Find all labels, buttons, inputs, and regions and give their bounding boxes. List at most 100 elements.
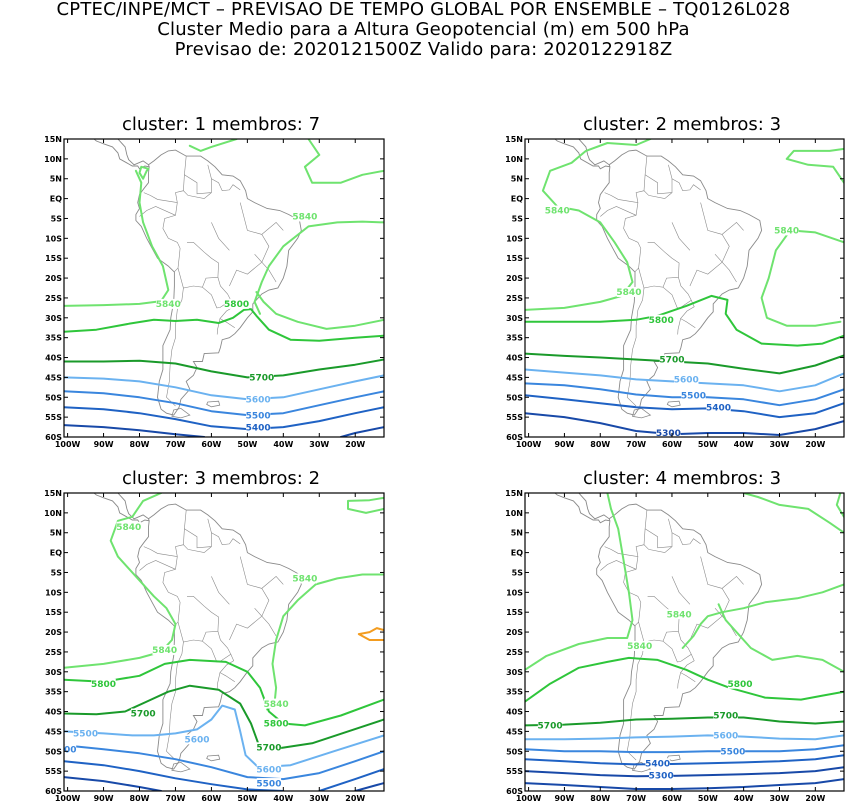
contour-5840 [138,165,150,180]
coastline [554,139,763,419]
contour-5840 [303,139,384,184]
contour-5400 [64,406,384,431]
lat-tick-label: EQ [50,549,62,558]
lon-tick-label: 100W [516,440,542,449]
lon-tick-label: 60W [201,794,221,803]
lat-tick-label: 45S [45,727,62,736]
lat-tick-label: 55S [506,767,523,776]
lat-tick-label: 15N [44,135,62,144]
lat-tick-label: 5N [50,529,62,538]
lon-tick-label: 70W [165,440,185,449]
lat-tick-label: 35S [45,688,62,697]
lat-tick-label: 10S [506,234,523,243]
contour-5840 [64,169,170,307]
lat-tick-label: 60S [45,433,62,442]
contour-label: 5400 [645,759,670,769]
contour-5840 [255,291,384,330]
contour-label: 5500 [73,730,98,740]
contour-label: 5840 [264,700,289,710]
contour-5840 [717,603,844,673]
lat-tick-label: 55S [506,413,523,422]
contour-label: 5400 [51,745,76,755]
lat-tick-label: 60S [45,787,62,796]
contour-label: 5840 [152,646,177,656]
lon-tick-label: 70W [165,794,185,803]
lat-tick-label: 5S [512,214,524,223]
contour-label: 5700 [131,710,156,720]
contour-5700 [64,684,384,751]
lat-tick-label: 10N [44,509,62,518]
contour-label: 5700 [659,356,684,366]
map-frame [524,138,845,438]
map-frame [63,138,385,438]
lon-tick-label: 100W [55,794,81,803]
contours [525,493,844,790]
contour-label: 5800 [91,680,116,690]
lat-tick-label: 5N [511,529,523,538]
lat-tick-label: 25S [45,294,62,303]
lat-tick-label: 55S [45,767,62,776]
coastline [554,493,763,773]
lon-tick-label: 70W [626,440,646,449]
contour-5300 [64,424,206,437]
contour-5840 [347,496,384,514]
panel-4-title: cluster: 4 membros: 3 [582,468,782,489]
lon-tick-label: 40W [273,440,293,449]
contour-label: 5840 [545,207,570,217]
contour-5300 [525,412,844,436]
contour-5500 [64,390,384,417]
contour-5840 [253,220,384,315]
lat-tick-label: 40S [506,354,523,363]
contour-label: 5400 [706,403,731,413]
panel-3-title: cluster: 3 membros: 2 [121,468,321,489]
contour-5900 [357,627,384,641]
lon-tick-label: 20W [345,794,365,803]
contour-5800 [64,658,384,727]
contour-5400 [525,754,844,766]
figure-header: CPTEC/INPE/MCT – PREVISAO DE TEMPO GLOBA… [0,0,847,60]
contour-5840 [64,493,177,669]
contour-5800 [64,308,384,342]
lat-tick-label: 15S [506,254,523,263]
contour-5700 [525,716,844,727]
lon-tick-label: 100W [55,440,81,449]
lat-tick-label: 40S [506,708,523,717]
contour-5840 [760,229,844,327]
lat-tick-label: 15S [506,608,523,617]
contour-5300 [339,426,384,437]
contour-label: 5800 [264,720,289,730]
lat-tick-label: 50S [45,747,62,756]
lat-tick-label: 10S [45,588,62,597]
lat-tick-label: 35S [506,334,523,343]
lat-tick-label: 60S [506,433,523,442]
contour-label: 5600 [256,765,281,775]
header-line-3: Previsao de: 2020121500Z Valido para: 20… [174,39,673,60]
contour-label: 5500 [681,391,706,401]
contour-5500 [64,744,384,781]
lon-tick-label: 80W [130,440,150,449]
lat-tick-label: 10N [505,509,523,518]
contour-5300 [525,766,844,778]
lat-tick-label: 5S [51,568,63,577]
lon-tick-label: 60W [662,794,682,803]
lon-tick-label: 30W [769,440,789,449]
lat-tick-label: 15S [45,608,62,617]
contour-label: 5840 [116,523,141,533]
lat-tick-label: 30S [506,314,523,323]
contour-label: 5800 [649,316,674,326]
contour-5500 [525,744,844,754]
contour-label: 5600 [246,395,271,405]
lat-tick-label: 5S [51,214,63,223]
lon-tick-label: 50W [698,794,718,803]
lat-tick-label: 45S [506,727,523,736]
lon-tick-label: 50W [237,440,257,449]
lat-tick-label: 25S [506,648,523,657]
contour-label: 5840 [616,288,641,298]
contour-label: 5840 [292,213,317,223]
contour-label: 5300 [649,771,674,781]
contour-5600 [64,374,384,401]
lat-tick-label: 15N [44,489,62,498]
lat-tick-label: 10N [44,155,62,164]
contour-5800 [525,294,844,347]
